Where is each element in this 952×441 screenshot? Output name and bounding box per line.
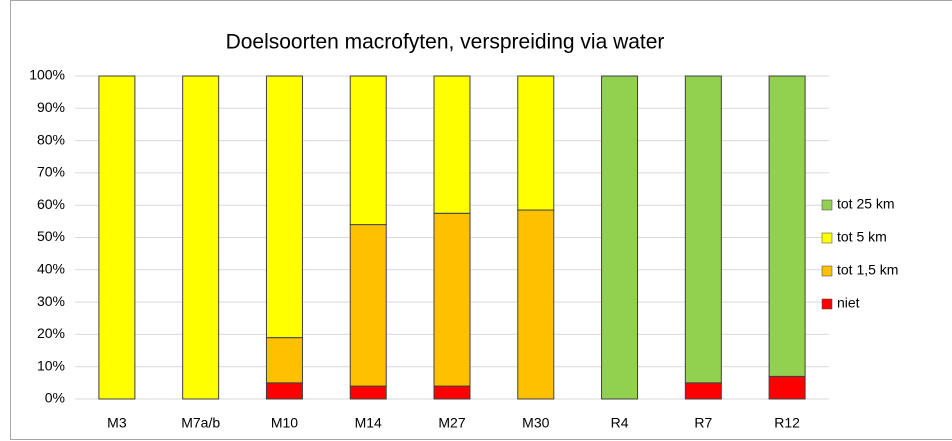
bar-segment [684, 382, 722, 400]
bar-segment [349, 385, 387, 400]
y-tick-label: 90% [37, 99, 65, 115]
y-tick-label: 30% [37, 293, 65, 309]
bar-segment [601, 75, 639, 400]
bar-segment [768, 375, 806, 400]
chart-border [10, 0, 952, 440]
x-tick-label: R7 [694, 415, 712, 431]
y-tick-label: 60% [37, 196, 65, 212]
x-tick-label: M27 [438, 415, 465, 431]
bar-segment [433, 75, 471, 214]
bar-segment [182, 75, 220, 400]
x-tick-label: M30 [522, 415, 549, 431]
x-tick-label: M14 [355, 415, 382, 431]
bar-segment [517, 209, 555, 400]
x-tick-label: M7a/b [181, 415, 220, 431]
x-tick-label: R12 [774, 415, 800, 431]
bar-segment [433, 385, 471, 400]
chart-title: Doelsoorten macrofyten, verspreiding via… [226, 31, 665, 54]
bar-segment [684, 75, 722, 384]
legend-label: tot 1,5 km [837, 262, 898, 278]
bar-segment [517, 75, 555, 211]
legend-swatch [821, 265, 833, 277]
legend-label: tot 25 km [837, 196, 895, 212]
bar-segment [98, 75, 136, 400]
legend-label: niet [837, 295, 860, 311]
bar-segment [349, 224, 387, 387]
x-tick-label: M3 [107, 415, 127, 431]
legend-swatch [821, 199, 833, 211]
legend-swatch [821, 232, 833, 244]
y-tick-label: 0% [45, 390, 65, 406]
bar-segment [265, 75, 303, 339]
legend-swatch [821, 298, 833, 310]
y-tick-label: 80% [37, 131, 65, 147]
y-tick-label: 40% [37, 261, 65, 277]
y-tick-label: 20% [37, 325, 65, 341]
bar-segment [433, 212, 471, 387]
bar-segment [349, 75, 387, 226]
x-tick-label: R4 [611, 415, 629, 431]
legend-label: tot 5 km [837, 229, 887, 245]
y-tick-label: 70% [37, 164, 65, 180]
x-tick-label: M10 [271, 415, 298, 431]
y-tick-label: 50% [37, 228, 65, 244]
y-tick-label: 100% [29, 67, 65, 83]
bar-segment [265, 382, 303, 400]
y-tick-label: 10% [37, 357, 65, 373]
bar-segment [265, 337, 303, 384]
bar-segment [768, 75, 806, 377]
